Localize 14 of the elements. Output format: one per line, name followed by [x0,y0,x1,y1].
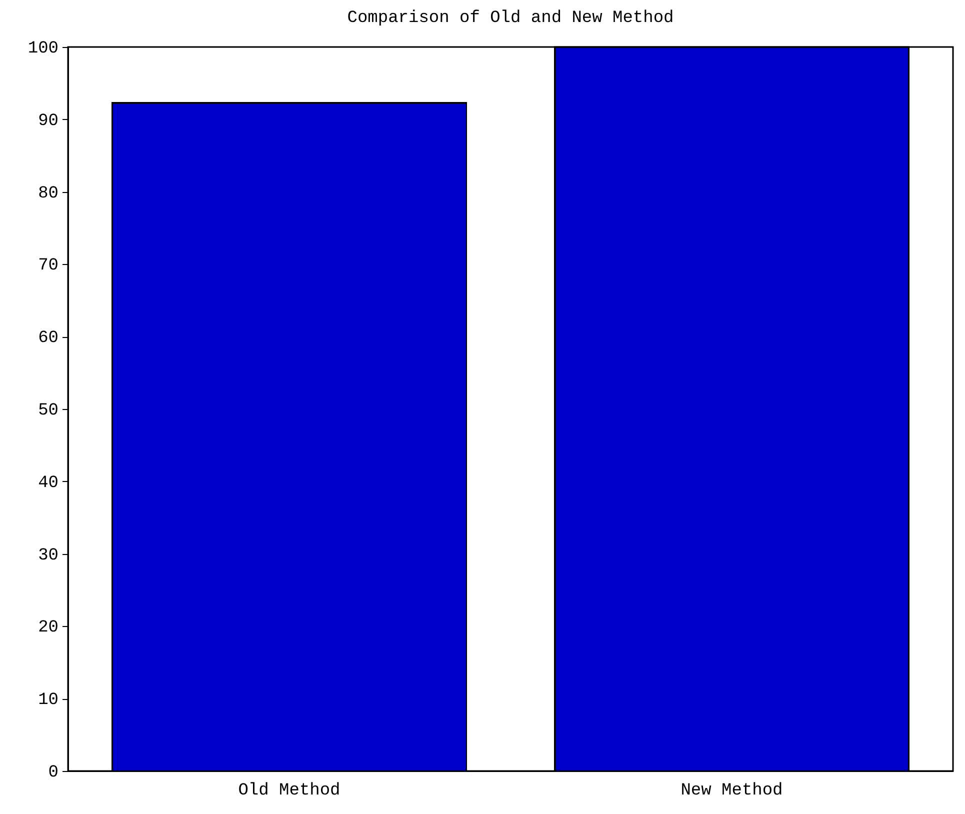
y-tick-label: 100 [28,40,58,58]
y-tick-label: 40 [38,474,58,493]
y-tick-label: 30 [38,546,58,566]
x-tick-label: New Method [680,782,783,800]
y-tick-label: 90 [38,112,58,131]
y-tick-label: 70 [38,256,58,276]
y-tick-label: 0 [48,764,58,782]
chart-title: Comparison of Old and New Method [347,9,674,28]
x-tick-label: Old Method [238,782,340,800]
y-tick-label: 80 [38,184,58,204]
y-tick-label: 10 [38,691,58,710]
y-tick-label: 20 [38,618,58,638]
y-tick-label: 50 [38,402,58,420]
y-tick-label: 60 [38,329,58,348]
